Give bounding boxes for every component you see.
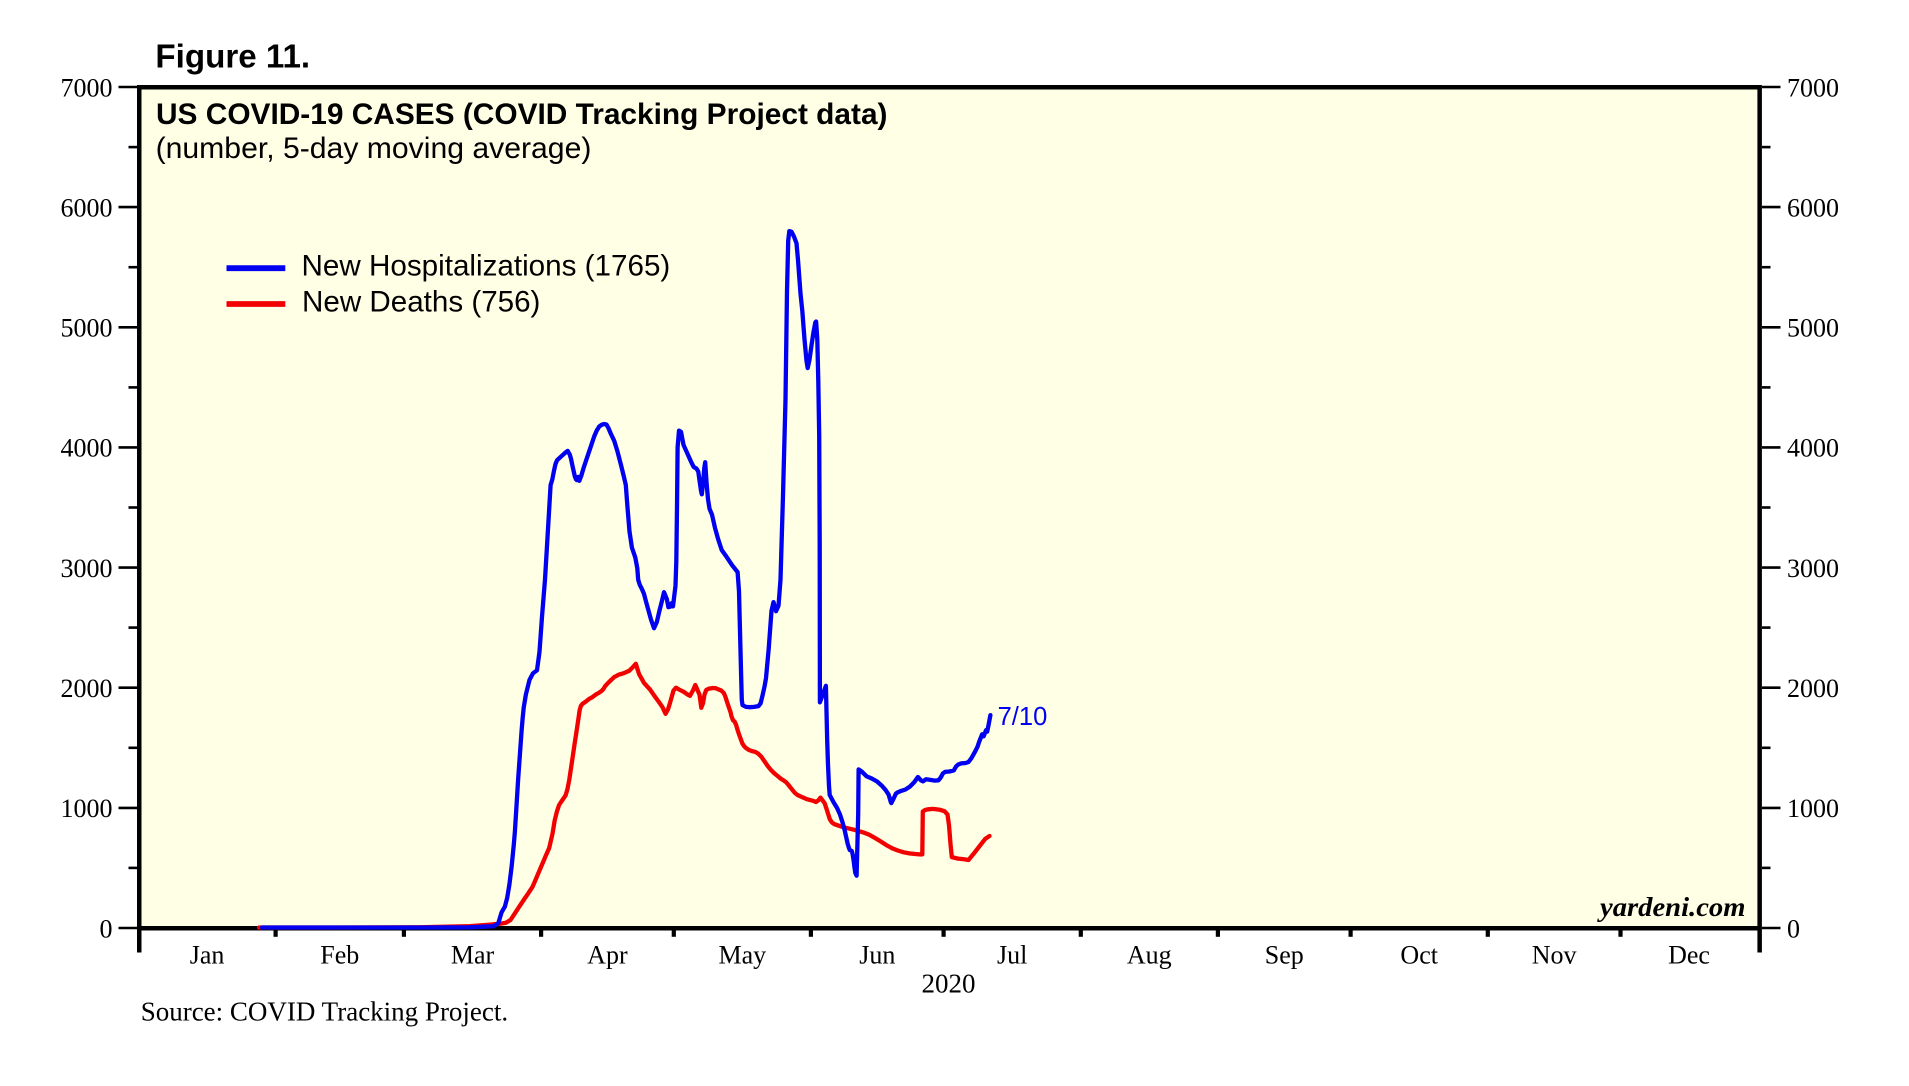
svg-text:0: 0 bbox=[1787, 914, 1800, 943]
svg-text:Oct: Oct bbox=[1400, 941, 1438, 970]
svg-text:Dec: Dec bbox=[1668, 941, 1710, 970]
svg-text:Apr: Apr bbox=[587, 941, 628, 970]
svg-text:Sep: Sep bbox=[1265, 941, 1304, 970]
svg-text:yardeni.com: yardeni.com bbox=[1597, 891, 1746, 922]
svg-text:2000: 2000 bbox=[1787, 674, 1839, 703]
svg-text:2020: 2020 bbox=[922, 969, 976, 999]
svg-text:0: 0 bbox=[100, 914, 113, 943]
svg-text:Jun: Jun bbox=[859, 941, 895, 970]
svg-text:7000: 7000 bbox=[1787, 73, 1839, 102]
svg-text:New Hospitalizations (1765): New Hospitalizations (1765) bbox=[302, 250, 671, 283]
svg-text:7000: 7000 bbox=[61, 73, 113, 102]
svg-text:Jul: Jul bbox=[997, 941, 1027, 970]
svg-text:2000: 2000 bbox=[61, 674, 113, 703]
svg-text:Nov: Nov bbox=[1532, 941, 1577, 970]
svg-text:Feb: Feb bbox=[320, 941, 359, 970]
svg-text:6000: 6000 bbox=[61, 193, 113, 222]
svg-text:(number, 5-day moving average): (number, 5-day moving average) bbox=[156, 132, 592, 165]
svg-text:Mar: Mar bbox=[451, 941, 495, 970]
svg-text:Jan: Jan bbox=[190, 941, 225, 970]
svg-text:US COVID-19 CASES (COVID Track: US COVID-19 CASES (COVID Tracking Projec… bbox=[156, 98, 888, 131]
svg-text:4000: 4000 bbox=[61, 434, 113, 463]
svg-text:Figure 11.: Figure 11. bbox=[155, 39, 310, 76]
svg-text:7/10: 7/10 bbox=[998, 701, 1048, 731]
svg-text:May: May bbox=[718, 941, 766, 970]
svg-text:3000: 3000 bbox=[1787, 554, 1839, 583]
svg-text:1000: 1000 bbox=[1787, 794, 1839, 823]
svg-text:5000: 5000 bbox=[1787, 314, 1839, 343]
svg-text:1000: 1000 bbox=[61, 794, 113, 823]
svg-text:Aug: Aug bbox=[1127, 941, 1172, 970]
svg-text:4000: 4000 bbox=[1787, 434, 1839, 463]
svg-text:New Deaths (756): New Deaths (756) bbox=[302, 286, 540, 319]
svg-text:5000: 5000 bbox=[61, 314, 113, 343]
svg-text:3000: 3000 bbox=[61, 554, 113, 583]
svg-text:6000: 6000 bbox=[1787, 193, 1839, 222]
svg-text:Source: COVID Tracking Project: Source: COVID Tracking Project. bbox=[141, 996, 508, 1026]
